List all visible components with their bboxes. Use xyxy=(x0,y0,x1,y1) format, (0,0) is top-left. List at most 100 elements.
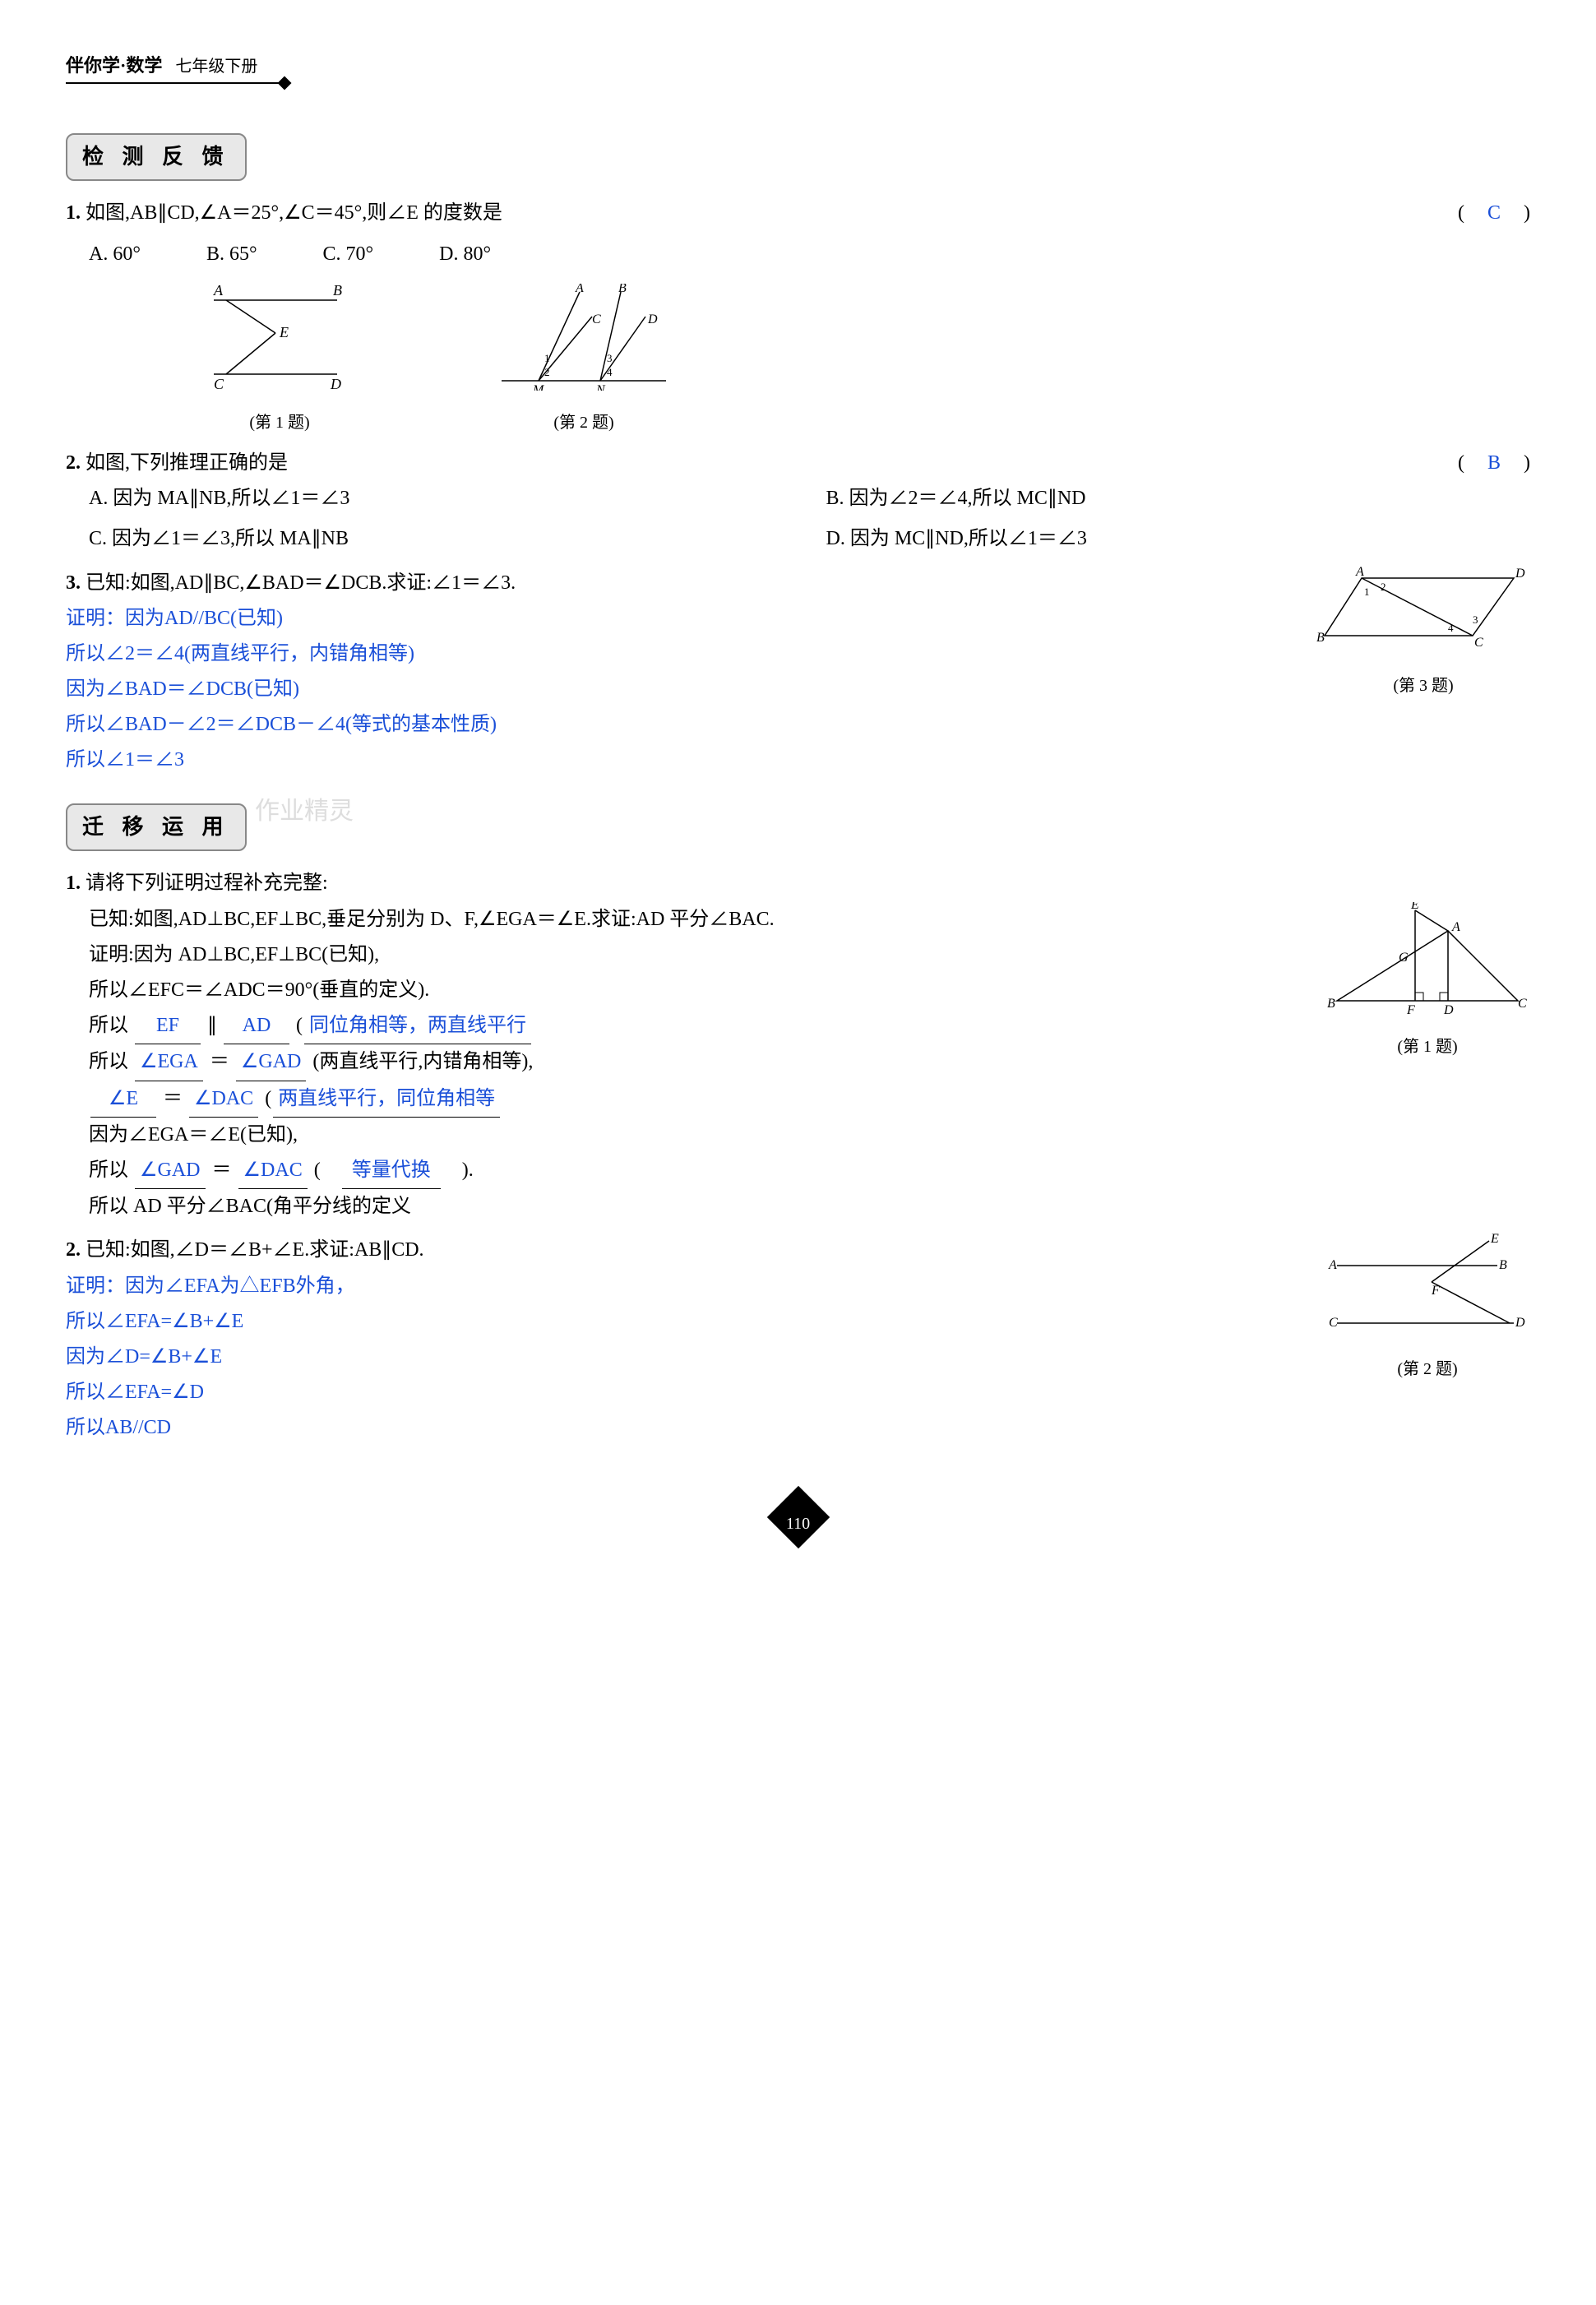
svg-text:C: C xyxy=(1474,636,1483,650)
t1-blank-7[interactable]: ∠DAC xyxy=(189,1081,258,1118)
svg-text:M: M xyxy=(532,383,545,391)
svg-text:B: B xyxy=(333,284,342,299)
q1-figure: A B E C D xyxy=(197,284,362,391)
book-subtitle: 七年级下册 xyxy=(175,52,257,81)
q1-option-c: C. 70° xyxy=(323,237,374,272)
watermark-2: 作业精灵 xyxy=(255,789,354,834)
q1-answer-paren: ( C ) xyxy=(1458,196,1530,231)
q3-number: 3. xyxy=(66,572,81,594)
t1-number: 1. xyxy=(66,872,81,894)
question-2: 2. 如图,下列推理正确的是 ( B ) A. 因为 MA∥NB,所以∠1＝∠3… xyxy=(66,446,1530,558)
t1-blank-6[interactable]: ∠E xyxy=(90,1081,156,1118)
question-1: 1. 如图,AB∥CD,∠A＝25°,∠C＝45°,则∠E 的度数是 ( C )… xyxy=(66,196,1530,271)
t1-figure: E A G B F D C xyxy=(1325,902,1530,1017)
page-number-text: 110 xyxy=(786,1509,810,1539)
q2-option-a: A. 因为 MA∥NB,所以∠1＝∠3 xyxy=(89,481,793,516)
t1-line3: 所以 EF ∥ AD (同位角相等，两直线平行 xyxy=(89,1008,1300,1044)
transfer-2: 2. 已知:如图,∠D＝∠B+∠E.求证:AB∥CD. 证明：因为∠EFA为△E… xyxy=(66,1233,1530,1446)
q1-caption: (第 1 题) xyxy=(197,408,362,437)
q2-option-d: D. 因为 MC∥ND,所以∠1＝∠3 xyxy=(826,521,1531,557)
q1-text: 如图,AB∥CD,∠A＝25°,∠C＝45°,则∠E 的度数是 xyxy=(86,202,502,224)
t1-line1: 证明:因为 AD⊥BC,EF⊥BC(已知), xyxy=(89,937,1300,973)
book-title: 伴你学·数学 xyxy=(66,49,162,82)
q2-answer-paren: ( B ) xyxy=(1458,446,1530,481)
q3-text: 已知:如图,AD∥BC,∠BAD＝∠DCB.求证:∠1＝∠3. xyxy=(86,572,516,594)
t1-blank-1[interactable]: EF xyxy=(135,1008,201,1044)
svg-text:C: C xyxy=(592,312,601,326)
q3-figure-block: A D B C 1 2 3 4 (第 3 题) xyxy=(1316,566,1530,701)
q2-caption: (第 2 题) xyxy=(493,408,674,437)
svg-text:B: B xyxy=(618,284,627,295)
svg-text:F: F xyxy=(1431,1284,1440,1298)
q3-proof-2: 所以∠2＝∠4(两直线平行，内错角相等) xyxy=(66,636,1292,672)
svg-text:B: B xyxy=(1499,1258,1507,1272)
t1-line7: 所以 ∠GAD ＝ ∠DAC ( 等量代换 ). xyxy=(89,1153,1300,1189)
question-3: 3. 已知:如图,AD∥BC,∠BAD＝∠DCB.求证:∠1＝∠3. 证明：因为… xyxy=(66,566,1530,779)
q2-number: 2. xyxy=(66,452,81,474)
svg-text:2: 2 xyxy=(544,366,550,378)
t1-blank-8[interactable]: 两直线平行，同位角相等 xyxy=(273,1081,500,1118)
diagram-row-1: A B E C D (第 1 题) A B C D M N 1 2 3 4 (第… xyxy=(197,284,1530,437)
t1-line2: 所以∠EFC＝∠ADC＝90°(垂直的定义). xyxy=(89,973,1300,1008)
svg-text:2: 2 xyxy=(1381,581,1386,593)
page-number: 110 xyxy=(66,1495,1530,1552)
q3-proof-4: 所以∠BAD－∠2＝∠DCB－∠4(等式的基本性质) xyxy=(66,707,1292,743)
svg-text:1: 1 xyxy=(1364,586,1370,598)
t2-proof-4: 所以∠EFA=∠D xyxy=(66,1375,1300,1410)
t1-line5: ∠E ＝ ∠DAC (两直线平行，同位角相等 xyxy=(89,1081,1300,1118)
t1-given: 已知:如图,AD⊥BC,EF⊥BC,垂足分别为 D、F,∠EGA＝∠E.求证:A… xyxy=(89,902,1300,937)
t1-blank-5[interactable]: ∠GAD xyxy=(236,1044,307,1081)
t1-blank-2[interactable]: AD xyxy=(224,1008,289,1044)
svg-text:D: D xyxy=(330,376,341,391)
t1-line6: 因为∠EGA＝∠E(已知), xyxy=(89,1118,1300,1153)
q1-option-d: D. 80° xyxy=(439,237,491,272)
svg-text:A: A xyxy=(575,284,584,295)
svg-text:E: E xyxy=(1410,902,1419,912)
svg-text:G: G xyxy=(1399,951,1409,965)
svg-text:N: N xyxy=(595,383,606,391)
t1-line4: 所以 ∠EGA ＝ ∠GAD (两直线平行,内错角相等), xyxy=(89,1044,1300,1081)
svg-text:D: D xyxy=(1515,1316,1525,1330)
q2-text: 如图,下列推理正确的是 xyxy=(86,452,288,474)
svg-text:D: D xyxy=(1515,567,1525,581)
q1-answer: C xyxy=(1484,202,1504,224)
svg-text:A: A xyxy=(1355,566,1364,579)
t1-blank-9[interactable]: ∠GAD xyxy=(135,1153,206,1189)
t1-blank-10[interactable]: ∠DAC xyxy=(238,1153,308,1189)
t1-blank-11[interactable]: 等量代换 xyxy=(342,1153,441,1189)
t2-proof-2: 所以∠EFA=∠B+∠E xyxy=(66,1304,1300,1340)
t1-caption: (第 1 题) xyxy=(1325,1032,1530,1062)
section-badge-test: 检 测 反 馈 xyxy=(66,133,247,182)
t2-figure-block: A B C D E F (第 2 题) xyxy=(1325,1233,1530,1384)
t1-line8: 所以 AD 平分∠BAC(角平分线的定义 xyxy=(89,1189,1300,1224)
t1-blank-4[interactable]: ∠EGA xyxy=(135,1044,203,1081)
q3-proof-5: 所以∠1＝∠3 xyxy=(66,743,1292,778)
q3-figure: A D B C 1 2 3 4 xyxy=(1316,566,1530,656)
t1-figure-block: E A G B F D C (第 1 题) xyxy=(1325,902,1530,1062)
t2-number: 2. xyxy=(66,1239,81,1261)
q2-answer: B xyxy=(1484,452,1504,474)
svg-text:D: D xyxy=(647,312,658,326)
svg-text:E: E xyxy=(279,324,289,340)
t1-blank-3[interactable]: 同位角相等，两直线平行 xyxy=(304,1008,531,1044)
svg-text:C: C xyxy=(1518,997,1527,1011)
t2-proof-3: 因为∠D=∠B+∠E xyxy=(66,1340,1300,1375)
t2-caption: (第 2 题) xyxy=(1325,1354,1530,1384)
t2-proof-1: 证明：因为∠EFA为△EFB外角， xyxy=(66,1269,1300,1304)
q2-option-c: C. 因为∠1＝∠3,所以 MA∥NB xyxy=(89,521,793,557)
t1-text: 请将下列证明过程补充完整: xyxy=(86,872,328,894)
q1-option-b: B. 65° xyxy=(206,237,257,272)
svg-text:C: C xyxy=(214,376,224,391)
svg-text:F: F xyxy=(1406,1003,1415,1017)
t2-text: 已知:如图,∠D＝∠B+∠E.求证:AB∥CD. xyxy=(86,1239,424,1261)
svg-text:C: C xyxy=(1329,1316,1338,1330)
svg-text:A: A xyxy=(213,284,224,299)
q3-proof-3: 因为∠BAD＝∠DCB(已知) xyxy=(66,672,1292,707)
svg-text:B: B xyxy=(1327,997,1335,1011)
svg-text:4: 4 xyxy=(607,366,613,378)
svg-text:1: 1 xyxy=(544,352,550,364)
section-badge-transfer: 迁 移 运 用 xyxy=(66,803,247,852)
q3-proof-1: 证明：因为AD//BC(已知) xyxy=(66,601,1292,636)
svg-text:3: 3 xyxy=(607,352,613,364)
t2-proof-5: 所以AB//CD xyxy=(66,1410,1300,1446)
